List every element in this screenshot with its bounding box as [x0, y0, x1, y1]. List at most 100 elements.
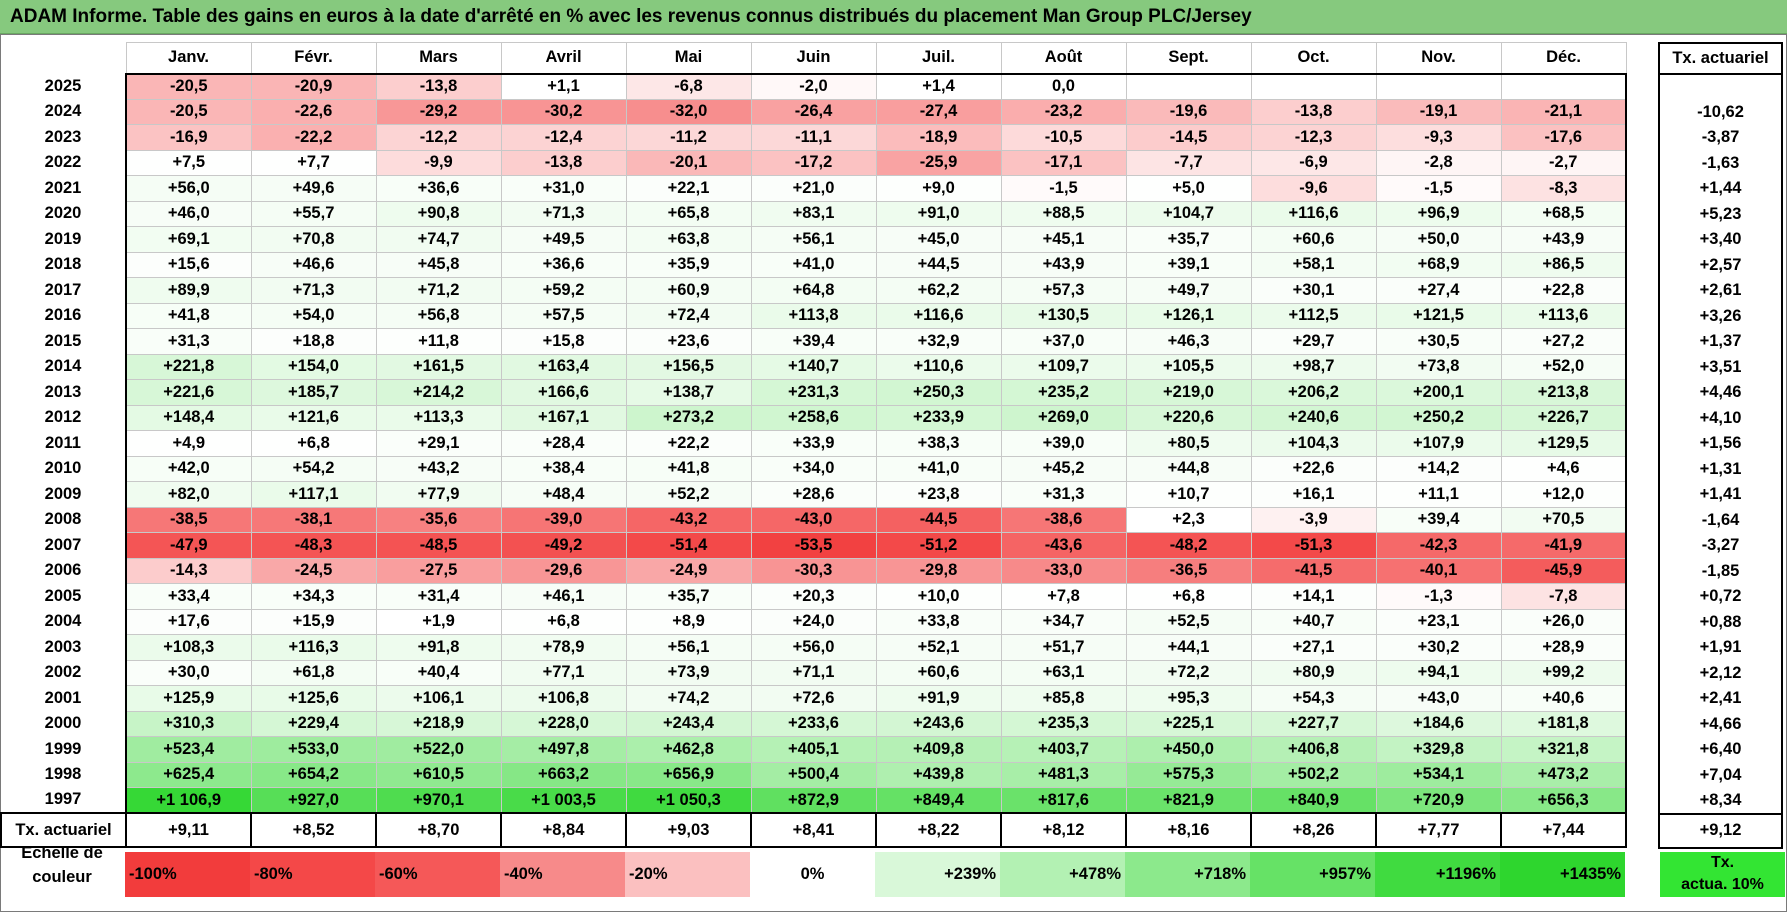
gain-cell: +10,7	[1125, 481, 1252, 508]
tx-cell: +5,23	[1658, 201, 1783, 227]
gain-cell: +44,8	[1125, 455, 1252, 482]
gain-cell: -30,3	[750, 557, 877, 584]
gain-cell: +95,3	[1125, 685, 1252, 712]
gain-cell: +77,9	[375, 481, 502, 508]
gain-cell: +821,9	[1125, 787, 1252, 814]
gain-cell: +29,1	[375, 430, 502, 457]
gain-cell: +41,8	[625, 455, 752, 482]
gain-cell: +71,1	[750, 659, 877, 686]
table-row: 2008 -38,5 -38,1 -35,6 -39,0 -43,2 -43,0 -44,5-…	[1, 506, 1627, 533]
gain-cell: +116,6	[875, 302, 1002, 329]
gain-cell: +113,6	[1500, 302, 1627, 329]
gain-cell: +500,4	[750, 761, 877, 788]
month-header: Mars	[375, 42, 502, 74]
gain-cell: +17,6	[125, 608, 252, 635]
gain-cell: +43,9	[1500, 226, 1627, 253]
gain-cell: +52,2	[625, 481, 752, 508]
gain-cell: +28,4	[500, 430, 627, 457]
gain-cell: -26,4	[750, 98, 877, 125]
gain-cell: +62,2	[875, 277, 1002, 304]
gain-cell: +5,0	[1125, 175, 1252, 202]
gain-cell: +273,2	[625, 404, 752, 431]
gain-cell: -22,6	[250, 98, 377, 125]
gain-cell: +107,9	[1375, 430, 1502, 457]
summary-tx-cell: +9,12	[1658, 812, 1783, 849]
gain-cell: +36,6	[500, 251, 627, 278]
gain-cell: +52,5	[1125, 608, 1252, 635]
gain-cell: +497,8	[500, 736, 627, 763]
year-label: 2005	[44, 586, 82, 605]
year-label: 2020	[44, 204, 82, 223]
gain-cell: +32,9	[875, 328, 1002, 355]
tx-cell: -10,62	[1658, 99, 1783, 125]
gain-cell: +12,0	[1500, 481, 1627, 508]
gain-cell: +35,7	[1125, 226, 1252, 253]
table-row: 2017 +89,9 +71,3 +71,2 +59,2 +60,9 +64,8 +62,2 +…	[1, 277, 1627, 304]
gain-cell: -44,5	[875, 506, 1002, 533]
gain-cell: +849,4	[875, 787, 1002, 814]
gain-cell: +56,0	[750, 634, 877, 661]
gain-cell: +403,7	[1000, 736, 1127, 763]
month-header: Juil.	[875, 42, 1002, 74]
gain-cell: -41,5	[1250, 557, 1377, 584]
gain-cell: +50,0	[1375, 226, 1502, 253]
gain-cell: -33,0	[1000, 557, 1127, 584]
gain-cell: -51,2	[875, 532, 1002, 559]
table-row: 2018 +15,6 +46,6 +45,8 +36,6 +35,9 +41,0 +44,5 +…	[1, 251, 1627, 278]
gain-cell: +156,5	[625, 353, 752, 380]
tx-cell: +1,56	[1658, 431, 1783, 457]
gain-cell: -43,2	[625, 506, 752, 533]
year-label: 2001	[44, 688, 82, 707]
gain-cell: +57,5	[500, 302, 627, 329]
tx-cell: +0,88	[1658, 609, 1783, 635]
gain-cell: -36,5	[1125, 557, 1252, 584]
gain-cell: +54,3	[1250, 685, 1377, 712]
gain-cell: -17,2	[750, 149, 877, 176]
gain-cell: +31,4	[375, 583, 502, 610]
gain-cell: +106,1	[375, 685, 502, 712]
gain-cell: +49,6	[250, 175, 377, 202]
gain-cell: +167,1	[500, 404, 627, 431]
gain-cell: -11,1	[750, 124, 877, 151]
gain-cell: +29,7	[1250, 328, 1377, 355]
gain-cell: -29,2	[375, 98, 502, 125]
gain-cell: +68,5	[1500, 200, 1627, 227]
gain-cell: +130,5	[1000, 302, 1127, 329]
year-label: 2012	[44, 408, 82, 427]
summary-cell: +8,22	[875, 812, 1002, 848]
gain-cell: +240,6	[1250, 404, 1377, 431]
summary-cell: +8,12	[1000, 812, 1127, 848]
month-header: Nov.	[1375, 42, 1502, 74]
gain-cell: +121,6	[250, 404, 377, 431]
gain-cell: +34,3	[250, 583, 377, 610]
month-header: Déc.	[1500, 42, 1627, 74]
gain-cell: -38,6	[1000, 506, 1127, 533]
gain-cell: +1,4	[875, 72, 1002, 100]
color-scale-step: +957%	[1250, 852, 1375, 897]
gain-cell: +6,8	[250, 430, 377, 457]
gain-cell: +36,6	[375, 175, 502, 202]
gain-cell: -2,7	[1500, 149, 1627, 176]
gain-cell: -29,6	[500, 557, 627, 584]
gain-cell: +73,8	[1375, 353, 1502, 380]
gain-cell: +37,0	[1000, 328, 1127, 355]
gain-cell: +60,9	[625, 277, 752, 304]
gain-cell: +161,5	[375, 353, 502, 380]
month-header: Mai	[625, 42, 752, 74]
gain-cell: -12,3	[1250, 124, 1377, 151]
gain-cell: +86,5	[1500, 251, 1627, 278]
table-row: 2011 +4,9 +6,8 +29,1 +28,4 +22,2 +33,9 +38,3 +39…	[1, 430, 1627, 457]
tx-cell: +1,44	[1658, 176, 1783, 202]
gain-cell: +45,2	[1000, 455, 1127, 482]
gain-cell: +2,3	[1125, 506, 1252, 533]
gain-cell: +71,3	[250, 277, 377, 304]
table-row: 2024 -20,5 -22,6 -29,2 -30,2 -32,0 -26,4 -27,4-…	[1, 98, 1627, 125]
gain-cell: -38,1	[250, 506, 377, 533]
gain-cell: +1 050,3	[625, 787, 752, 814]
gain-cell: -6,9	[1250, 149, 1377, 176]
gain-cell: +90,8	[375, 200, 502, 227]
gain-cell: +40,6	[1500, 685, 1627, 712]
gain-cell: +22,1	[625, 175, 752, 202]
gain-cell: +219,0	[1125, 379, 1252, 406]
gain-cell: +15,8	[500, 328, 627, 355]
